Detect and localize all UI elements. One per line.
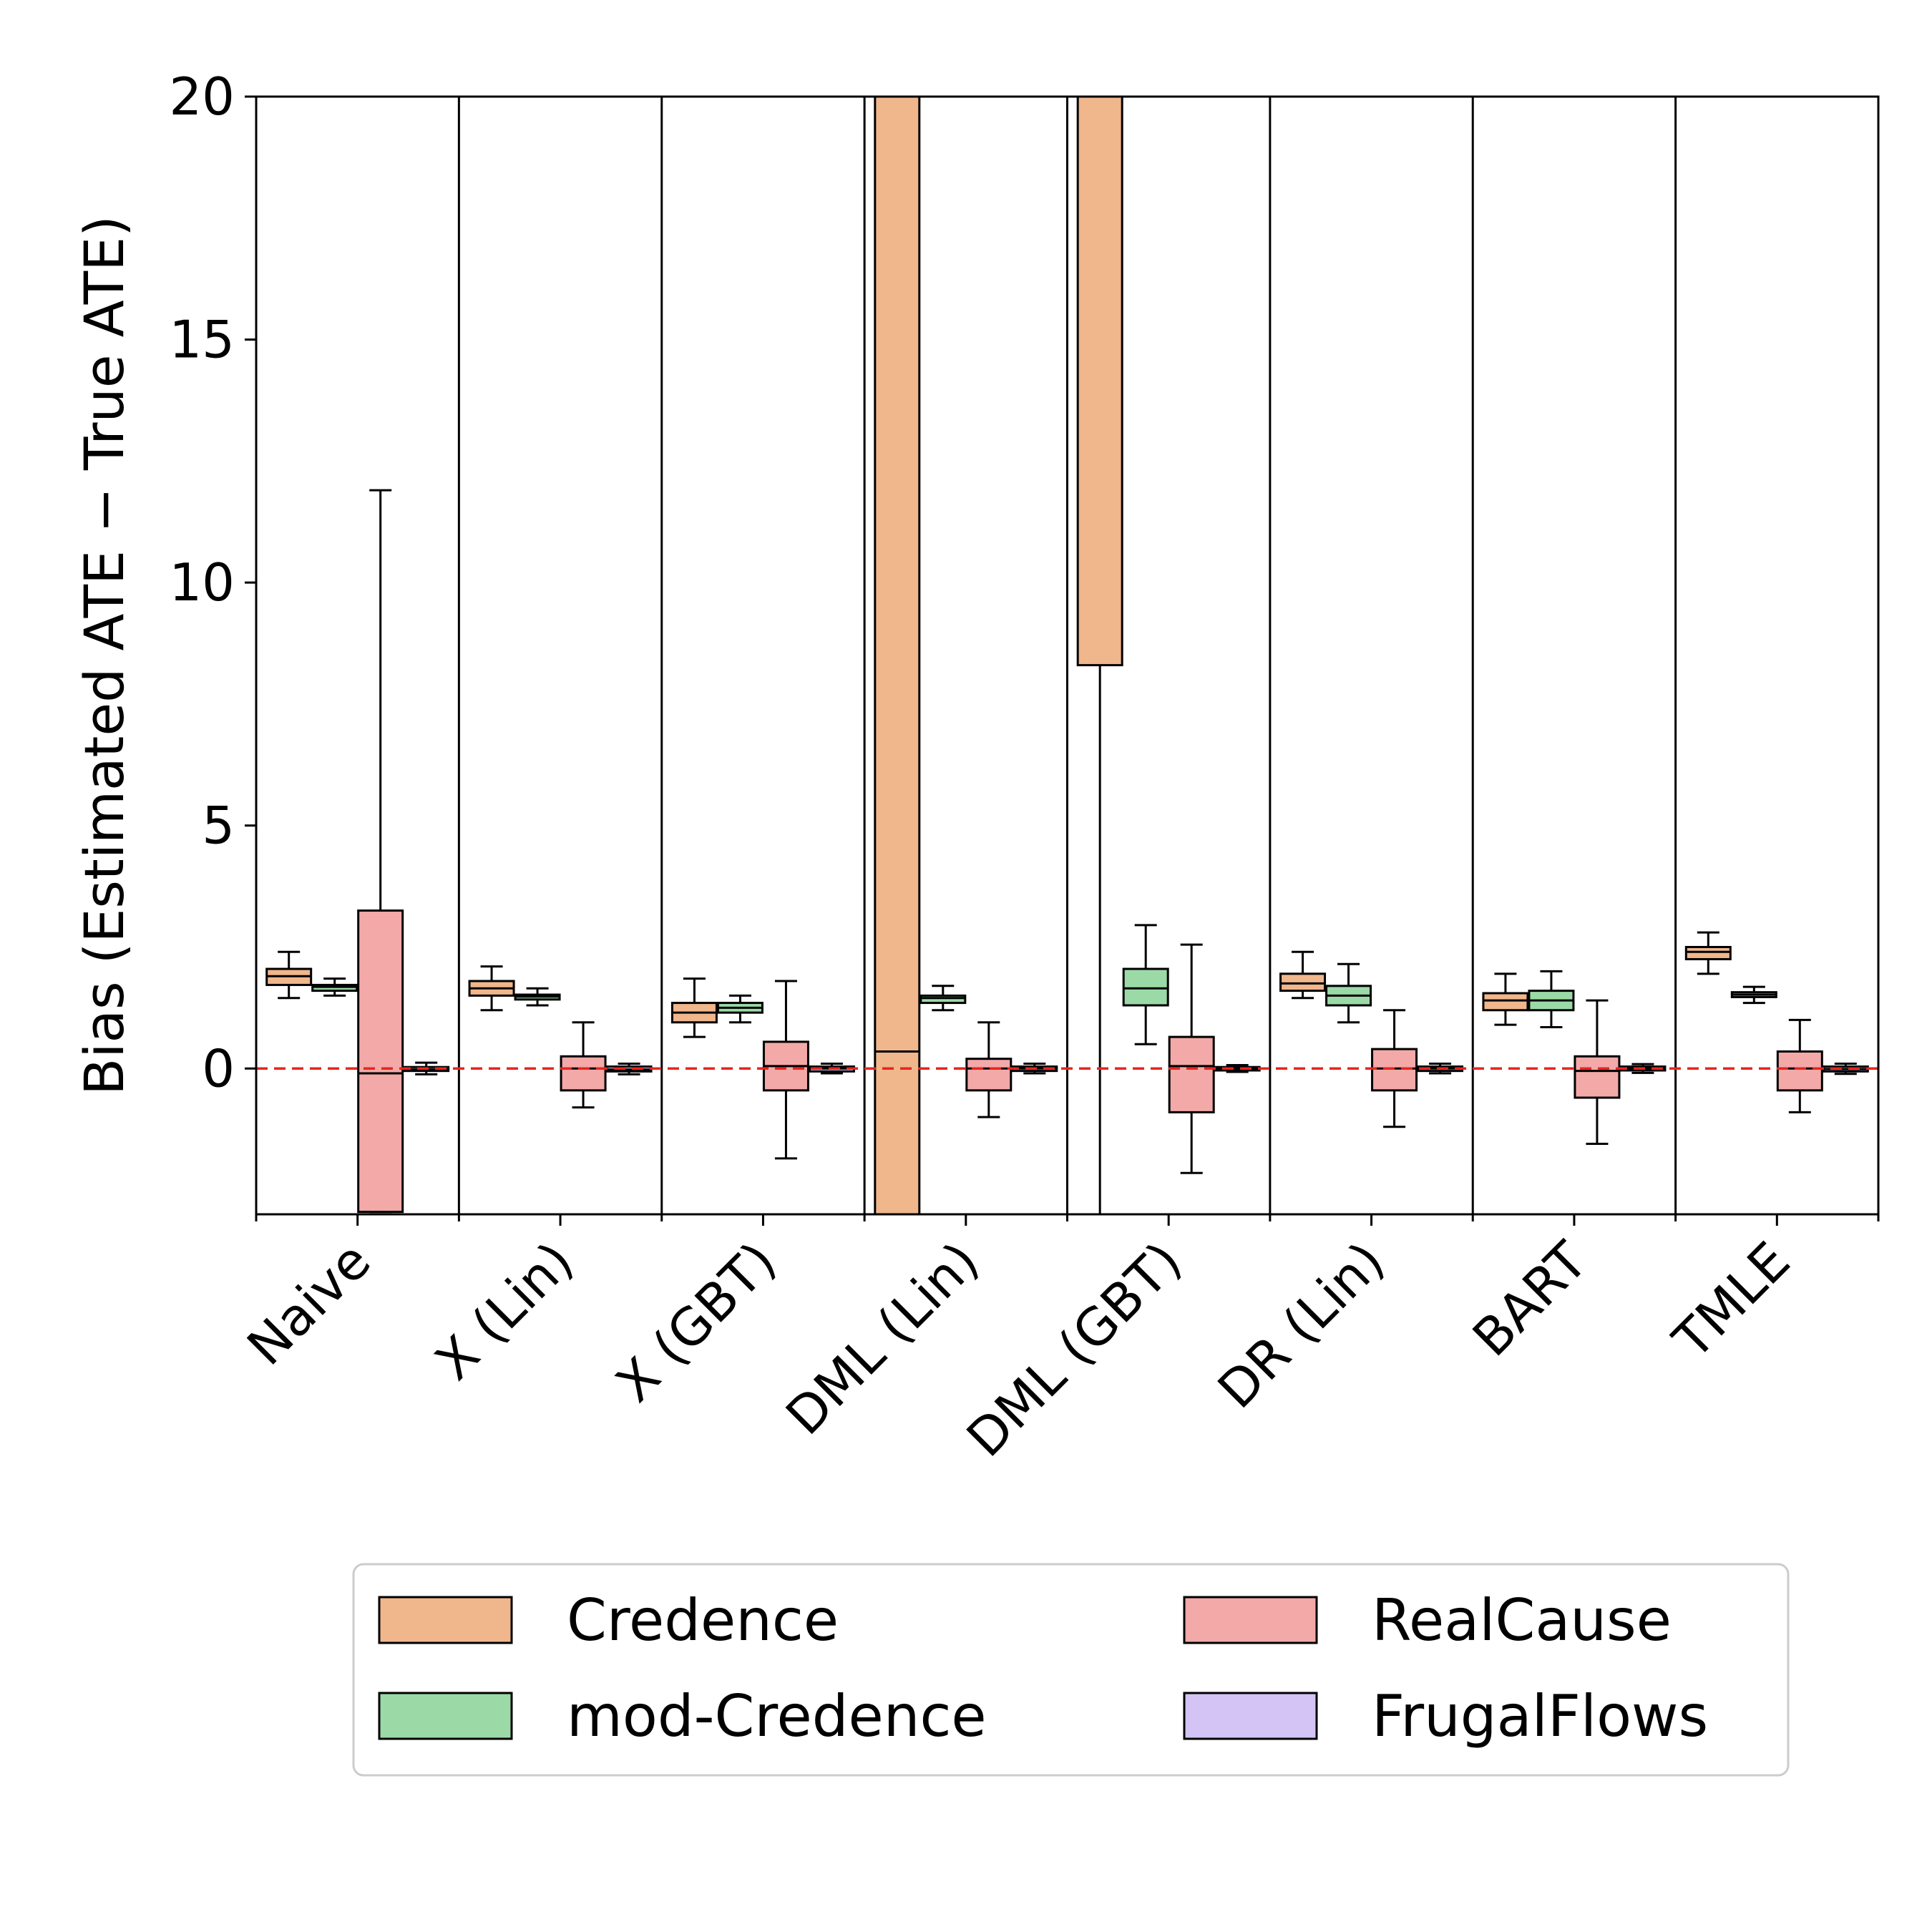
box-realcause-4 [1168, 943, 1215, 1174]
box-realcause-3 [965, 1021, 1013, 1118]
legend-swatch [378, 1596, 513, 1644]
box-mod-credence-3 [919, 985, 967, 1012]
box-body [874, 97, 921, 1214]
legend-swatch [1183, 1692, 1318, 1740]
y-tick-label: 0 [202, 1038, 235, 1098]
box-credence-6 [1482, 972, 1529, 1026]
legend-swatch [378, 1692, 513, 1740]
legend-item-frugalflows: FrugalFlows [1183, 1683, 1708, 1750]
y-tick-label: 20 [169, 67, 235, 127]
plot-area [256, 97, 1878, 1214]
legend-item-realcause: RealCause [1183, 1587, 1672, 1654]
y-tick-label: 15 [169, 310, 235, 370]
box-body [357, 909, 404, 1214]
legend-label: RealCause [1372, 1587, 1672, 1654]
box-frugalflows-4 [1214, 1064, 1261, 1073]
box-body [1482, 992, 1529, 1012]
box-credence-3 [874, 97, 921, 1214]
boxes-layer [265, 97, 1869, 1214]
box-body [1076, 97, 1123, 667]
box-credence-7 [1684, 931, 1732, 975]
box-realcause-6 [1574, 999, 1621, 1146]
legend-frame [352, 1563, 1790, 1777]
box-body [1776, 1050, 1823, 1092]
box-mod-credence-1 [514, 987, 561, 1007]
box-mod-credence-2 [716, 994, 763, 1024]
box-credence-4 [1076, 97, 1123, 1214]
box-body [919, 994, 967, 1005]
legend-item-credence: Credence [378, 1587, 839, 1654]
legend-item-mod-credence: mod-Credence [378, 1683, 987, 1750]
legend-label: mod-Credence [567, 1683, 987, 1750]
box-credence-5 [1279, 950, 1327, 1000]
box-realcause-2 [762, 980, 809, 1160]
box-body [1122, 967, 1169, 1007]
box-mod-credence-6 [1528, 970, 1575, 1029]
box-body [1684, 945, 1732, 960]
legend: Credence mod-Credence RealCause FrugalFlows [352, 1563, 1790, 1777]
box-mod-credence-0 [311, 977, 358, 997]
box-credence-0 [265, 950, 313, 1000]
box-realcause-0 [357, 489, 404, 1214]
box-body [560, 1055, 607, 1092]
y-tick-label: 10 [169, 552, 235, 613]
box-body [1574, 1055, 1621, 1099]
y-axis-label: Bias (Estimated ATE − True ATE) [72, 215, 136, 1096]
box-body [1279, 972, 1327, 992]
box-mod-credence-4 [1122, 924, 1169, 1045]
y-tick-label: 5 [202, 796, 235, 856]
legend-label: Credence [567, 1587, 839, 1654]
legend-label: FrugalFlows [1372, 1683, 1708, 1750]
legend-swatch [1183, 1596, 1318, 1644]
box-mod-credence-5 [1325, 962, 1372, 1024]
box-credence-2 [670, 977, 718, 1038]
box-credence-1 [468, 965, 515, 1012]
box-mod-credence-7 [1730, 985, 1777, 1005]
box-body [1168, 1035, 1215, 1113]
box-body [965, 1058, 1013, 1092]
